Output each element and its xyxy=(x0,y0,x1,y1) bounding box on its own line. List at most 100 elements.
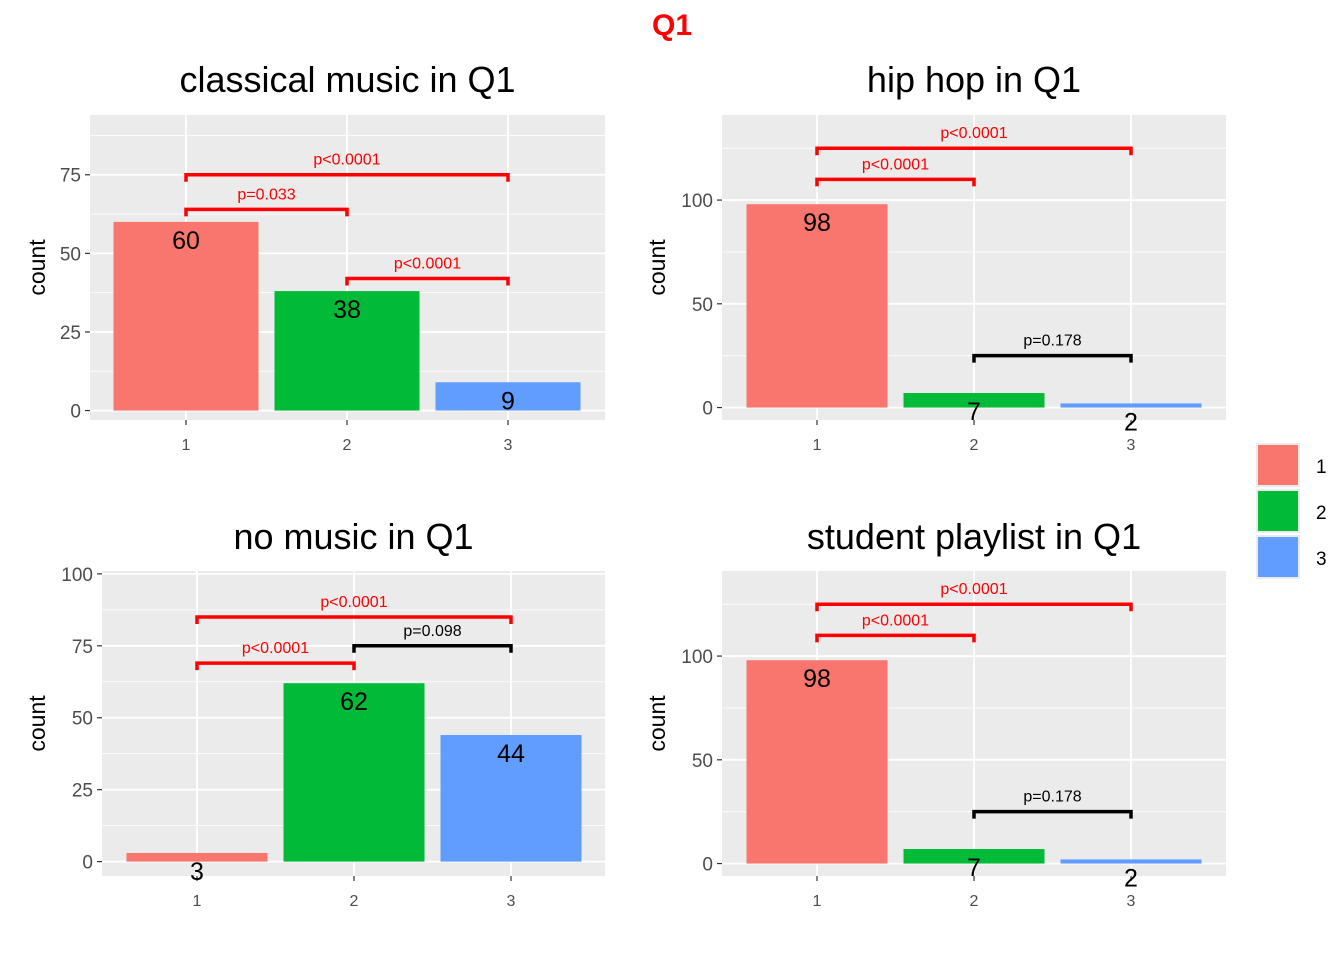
x-tick-label: 1 xyxy=(193,893,202,910)
y-axis-label: count xyxy=(24,239,50,296)
bar-value-label: 98 xyxy=(803,665,831,693)
significance-bracket: p<0.0001 xyxy=(345,256,510,286)
bar-3 xyxy=(440,735,582,862)
p-value-label: p<0.0001 xyxy=(862,156,929,173)
p-value-label: p<0.0001 xyxy=(242,640,309,657)
bar-value-label: 7 xyxy=(967,854,981,882)
x-tick-label: 2 xyxy=(350,893,359,910)
significance-bracket: p<0.0001 xyxy=(815,125,1133,156)
bracket-line xyxy=(815,633,976,643)
y-tick-label: 75 xyxy=(60,166,81,187)
y-tick-label: 0 xyxy=(70,402,81,423)
bar-value-label: 9 xyxy=(501,387,515,415)
bar-value-label: 98 xyxy=(803,209,831,237)
bar-value-label: 2 xyxy=(1124,864,1138,892)
bracket-line xyxy=(815,602,1133,612)
panel-title: hip hop in Q1 xyxy=(867,59,1081,100)
x-tick-label: 2 xyxy=(970,437,979,454)
x-tick-label: 1 xyxy=(182,437,191,454)
bar-2 xyxy=(283,683,425,862)
p-value-label: p=0.178 xyxy=(1023,789,1081,806)
bar-value-label: 3 xyxy=(190,858,204,886)
bracket-line xyxy=(195,615,513,625)
y-tick-label: 50 xyxy=(72,709,93,730)
x-tick-label: 1 xyxy=(813,893,822,910)
y-axis-label: count xyxy=(24,695,50,752)
significance-bracket: p<0.0001 xyxy=(815,156,976,187)
x-tick-label: 3 xyxy=(507,893,516,910)
significance-bracket: p<0.0001 xyxy=(195,594,513,625)
x-tick-label: 2 xyxy=(343,437,352,454)
bar-3 xyxy=(435,382,581,411)
bracket-line xyxy=(815,146,1133,156)
y-tick-label: 0 xyxy=(702,399,713,420)
y-tick-label: 50 xyxy=(60,244,81,265)
legend-item: 3 xyxy=(1256,535,1327,579)
legend-swatch xyxy=(1258,491,1298,531)
legend-swatch xyxy=(1258,537,1298,577)
p-value-label: p=0.033 xyxy=(237,186,295,203)
bar-2 xyxy=(903,849,1045,864)
x-tick-label: 1 xyxy=(813,437,822,454)
p-value-label: p<0.0001 xyxy=(320,594,387,611)
figure-title: Q1 xyxy=(652,9,692,42)
y-tick-label: 75 xyxy=(72,637,93,658)
bar-value-label: 38 xyxy=(333,296,361,324)
p-value-label: p<0.0001 xyxy=(940,581,1007,598)
bracket-line xyxy=(972,809,1133,819)
x-tick-label: 3 xyxy=(1127,893,1136,910)
y-tick-label: 100 xyxy=(681,647,713,668)
significance-bracket: p<0.0001 xyxy=(195,640,356,671)
significance-bracket: p=0.033 xyxy=(184,186,349,217)
legend-item: 2 xyxy=(1256,489,1327,533)
legend-label: 2 xyxy=(1316,503,1327,524)
panel-title: student playlist in Q1 xyxy=(807,516,1141,557)
x-tick-label: 2 xyxy=(970,893,979,910)
significance-bracket: p=0.098 xyxy=(352,623,513,653)
bar-1 xyxy=(126,852,268,862)
bar-value-label: 7 xyxy=(967,398,981,426)
legend-label: 3 xyxy=(1316,549,1327,570)
bracket-line xyxy=(345,276,510,286)
x-tick-label: 3 xyxy=(1127,437,1136,454)
significance-bracket: p=0.178 xyxy=(972,333,1133,363)
legend-item: 1 xyxy=(1256,443,1327,487)
y-tick-label: 0 xyxy=(82,853,93,874)
panel-title: no music in Q1 xyxy=(233,516,473,557)
legend-label: 1 xyxy=(1316,457,1327,478)
significance-bracket: p<0.0001 xyxy=(815,581,1133,612)
significance-bracket: p<0.0001 xyxy=(815,612,976,643)
significance-bracket: p<0.0001 xyxy=(184,152,510,182)
y-tick-label: 100 xyxy=(681,191,713,212)
bar-1 xyxy=(746,660,888,864)
p-value-label: p<0.0001 xyxy=(862,612,929,629)
bracket-line xyxy=(352,644,513,653)
p-value-label: p<0.0001 xyxy=(313,152,380,169)
p-value-label: p=0.098 xyxy=(403,623,461,640)
legend-swatch xyxy=(1258,445,1298,485)
y-tick-label: 50 xyxy=(692,295,713,316)
bar-value-label: 44 xyxy=(497,740,525,768)
bracket-line xyxy=(184,172,510,182)
y-axis-label: count xyxy=(644,239,670,296)
y-tick-label: 50 xyxy=(692,751,713,772)
panel-title: classical music in Q1 xyxy=(179,59,515,100)
bar-1 xyxy=(113,221,259,411)
significance-bracket: p=0.178 xyxy=(972,789,1133,819)
bar-3 xyxy=(1060,403,1202,408)
bracket-line xyxy=(184,207,349,217)
bar-value-label: 60 xyxy=(172,227,200,255)
y-tick-label: 100 xyxy=(61,565,93,586)
bar-value-label: 2 xyxy=(1124,408,1138,436)
p-value-label: p<0.0001 xyxy=(940,125,1007,142)
y-tick-label: 0 xyxy=(702,855,713,876)
x-tick-label: 3 xyxy=(504,437,513,454)
legend: 1 2 3 xyxy=(1256,443,1327,579)
bar-1 xyxy=(746,204,888,408)
y-tick-label: 25 xyxy=(72,781,93,802)
bar-value-label: 62 xyxy=(340,688,368,716)
